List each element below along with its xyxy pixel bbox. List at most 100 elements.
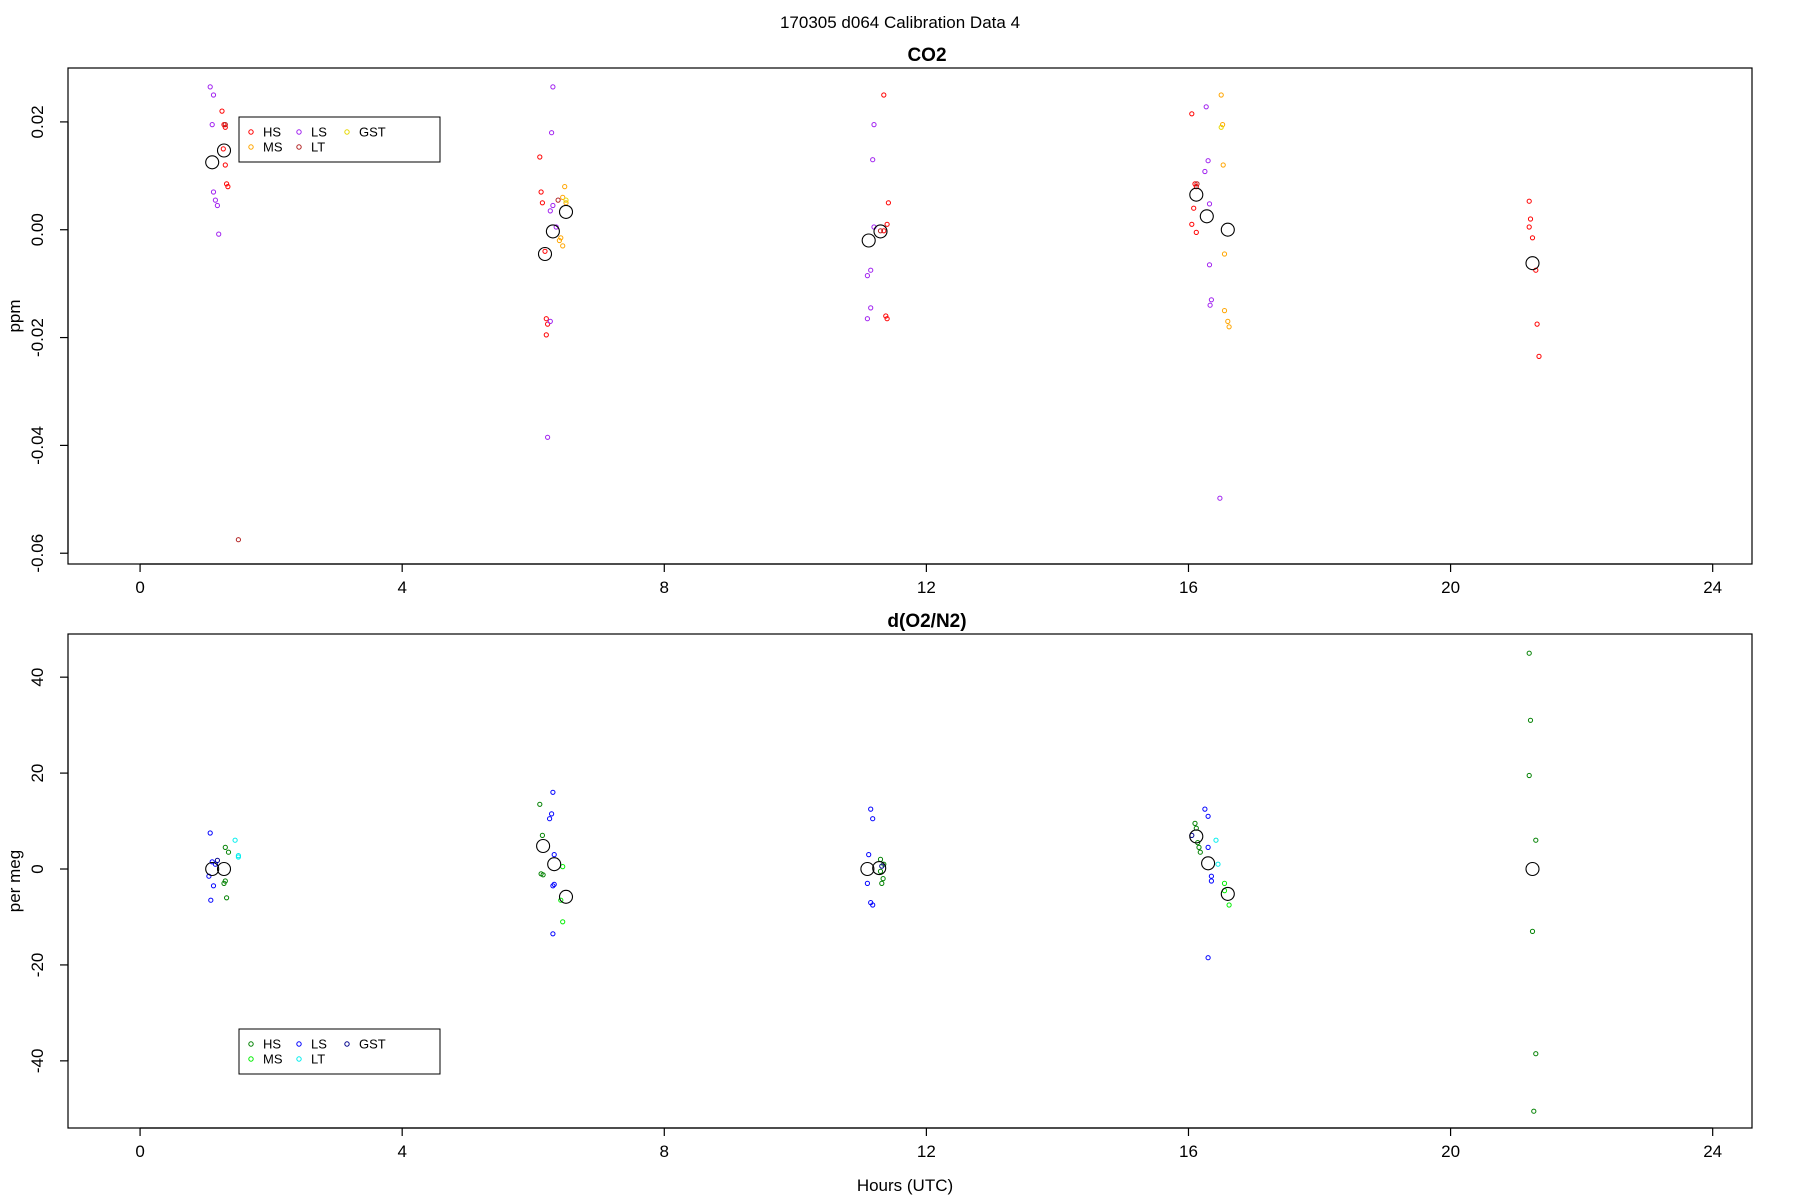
o2n2-hs-point <box>222 844 228 851</box>
o2n2-ls-point <box>550 883 556 889</box>
co2-x-axis: 0 4 8 12 16 20 24 <box>135 563 1722 597</box>
co2-legend-label: GST <box>359 125 386 140</box>
co2-hs-point <box>542 248 548 254</box>
o2n2-hs-point <box>1197 849 1203 855</box>
o2n2-ls-point <box>551 852 557 858</box>
o2n2-x-tick-label: 24 <box>1703 1142 1722 1161</box>
co2-x-tick-label: 4 <box>397 578 406 597</box>
co2-y-tick-label: -0.04 <box>28 426 47 465</box>
co2-ms-point <box>1221 251 1228 257</box>
o2n2-legend-swatch <box>248 1041 254 1047</box>
o2n2-gst-point <box>214 857 220 864</box>
o2n2-ls-point <box>1205 813 1211 819</box>
co2-mean-marker <box>558 204 574 219</box>
o2n2-legend-label: LT <box>311 1052 325 1067</box>
o2n2-hs-point <box>1526 772 1532 779</box>
co2-hs-point <box>1527 216 1534 222</box>
co2-ls-point <box>550 202 556 209</box>
o2n2-ls-point <box>1205 844 1211 851</box>
co2-gst-point <box>563 197 569 203</box>
co2-ms-point <box>1225 318 1231 324</box>
co2-legend-swatch <box>296 144 302 150</box>
co2-ms-point <box>1218 92 1224 98</box>
co2-mean-marker <box>1189 187 1204 202</box>
o2n2-hs-point <box>221 880 227 887</box>
o2n2-mean-marker <box>205 861 220 877</box>
figure-suptitle: 170305 d064 Calibration Data 4 <box>780 13 1020 32</box>
co2-ls-point <box>549 130 555 136</box>
co2-legend-swatch <box>248 129 254 135</box>
co2-hs-point <box>881 92 887 98</box>
o2n2-hs-point <box>880 876 886 882</box>
o2n2-lt-point <box>1215 861 1221 867</box>
co2-hs-point <box>881 228 887 234</box>
co2-hs-point <box>1189 221 1195 227</box>
co2-ls-point <box>1203 104 1209 110</box>
o2n2-mean-marker <box>872 861 887 876</box>
o2n2-hs-point <box>1533 837 1539 843</box>
o2n2-mean-marker <box>216 861 232 877</box>
o2n2-x-axis: 0 4 8 12 16 20 24 <box>135 1127 1722 1161</box>
co2-hs-point <box>885 200 892 206</box>
co2-legend-label: LT <box>311 140 325 155</box>
co2-ms-point <box>562 184 568 190</box>
co2-y-tick-label: -0.02 <box>28 318 47 357</box>
o2n2-ls-point <box>547 816 553 822</box>
co2-ls-point <box>216 231 222 237</box>
co2-hs-point <box>539 200 546 206</box>
o2n2-ls-point <box>550 931 556 937</box>
co2-ms-point <box>1221 308 1228 314</box>
o2n2-mean-marker <box>1525 861 1540 877</box>
co2-ls-point <box>547 208 553 214</box>
o2n2-ls-point <box>1202 806 1208 812</box>
o2n2-hs-point <box>877 856 884 863</box>
co2-hs-point <box>537 154 543 160</box>
o2n2-ms-point <box>560 864 566 870</box>
co2-lt-point <box>555 197 561 203</box>
co2-ls-point <box>214 202 220 209</box>
o2n2-legend-label: MS <box>263 1052 283 1067</box>
o2n2-y-tick-label: -40 <box>28 1049 47 1074</box>
o2n2-hs-point <box>1196 844 1202 851</box>
o2n2-ms-point <box>1221 880 1228 887</box>
co2-ls-point <box>210 189 217 195</box>
co2-hs-point <box>1526 198 1532 204</box>
co2-ls-point <box>209 122 215 128</box>
o2n2-x-tick-label: 16 <box>1179 1142 1198 1161</box>
co2-hs-point <box>220 146 226 152</box>
o2n2-mean-marker <box>1189 829 1204 844</box>
co2-ls-point <box>545 434 551 440</box>
o2n2-hs-point <box>1192 820 1198 827</box>
o2n2-legend-swatch <box>344 1041 350 1047</box>
co2-hs-point <box>543 316 549 322</box>
co2-hs-point <box>1189 111 1195 117</box>
o2n2-x-tick-label: 20 <box>1441 1142 1460 1161</box>
co2-x-tick-label: 0 <box>135 578 144 597</box>
o2n2-hs-point <box>224 895 230 901</box>
o2n2-y-axis-label: per meg <box>5 850 24 912</box>
co2-legend-label: MS <box>263 140 283 155</box>
co2-hs-point <box>222 162 228 168</box>
co2-hs-point <box>224 181 230 187</box>
o2n2-hs-point <box>540 872 546 878</box>
o2n2-y-tick-label: 40 <box>28 668 47 687</box>
co2-hs-point <box>1193 229 1199 235</box>
o2n2-y-axis: -40 -20 0 20 40 <box>28 668 69 1074</box>
co2-ls-point <box>868 305 874 311</box>
o2n2-x-tick-label: 8 <box>660 1142 669 1161</box>
o2n2-ls-point <box>868 806 874 812</box>
co2-legend-box <box>238 116 441 163</box>
o2n2-hs-point <box>1531 1108 1537 1114</box>
o2n2-ls-point <box>1208 878 1215 884</box>
co2-ls-point <box>207 84 213 90</box>
o2n2-panel-title: d(O2/N2) <box>887 611 966 632</box>
o2n2-ls-point <box>209 859 215 865</box>
o2n2-ls-point <box>551 881 557 888</box>
co2-hs-point <box>225 184 231 190</box>
o2n2-ls-point <box>1205 955 1211 961</box>
o2n2-legend-label: GST <box>359 1037 386 1052</box>
co2-mean-marker <box>205 155 220 170</box>
co2-ls-point <box>1207 302 1213 308</box>
